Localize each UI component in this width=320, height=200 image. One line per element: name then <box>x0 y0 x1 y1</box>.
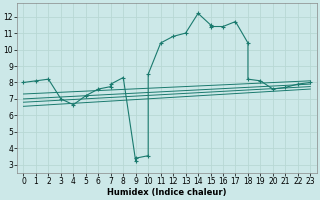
X-axis label: Humidex (Indice chaleur): Humidex (Indice chaleur) <box>107 188 227 197</box>
